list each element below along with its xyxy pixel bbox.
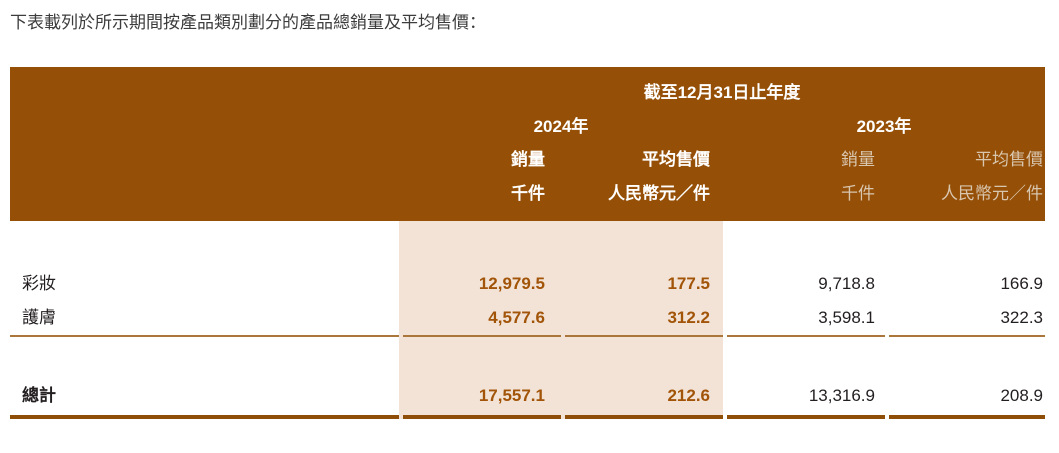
unit-volume-2023: 千件 <box>841 184 875 203</box>
table-body: 彩妝 12,979.5 177.5 9,718.8 166.9 護膚 4,577… <box>10 221 1045 452</box>
rule-segment <box>10 335 399 337</box>
highlight-band-2024 <box>399 221 723 419</box>
col-header-asp-2023: 平均售價 <box>975 150 1043 169</box>
total-2023-asp: 208.9 <box>1000 386 1043 405</box>
rule-segment <box>403 415 561 419</box>
table-header: 截至12月31日止年度 2024年 2023年 銷量 平均售價 銷量 平均售價 … <box>10 67 1045 221</box>
period-header-row: 截至12月31日止年度 <box>10 67 1045 104</box>
skincare-2023-asp: 322.3 <box>1000 308 1043 327</box>
rule-segment <box>727 335 885 337</box>
rule-segment <box>889 335 1045 337</box>
year-2023-header: 2023年 <box>856 117 912 136</box>
rule-segment <box>727 415 885 419</box>
divider-rule <box>10 335 1045 337</box>
table-row-skincare: 護膚 4,577.6 312.2 3,598.1 322.3 <box>10 301 1045 335</box>
rule-segment <box>10 415 399 419</box>
spacer <box>10 419 1045 452</box>
unit-header-row: 千件 人民幣元／件 千件 人民幣元／件 <box>10 183 1045 205</box>
total-2023-volume: 13,316.9 <box>808 386 875 405</box>
makeup-2024-asp: 177.5 <box>667 274 710 293</box>
makeup-2023-asp: 166.9 <box>1000 274 1043 293</box>
bottom-border-rule <box>10 415 1045 419</box>
skincare-2024-asp: 312.2 <box>667 308 710 327</box>
total-2024-volume: 17,557.1 <box>478 386 545 405</box>
table-row-makeup: 彩妝 12,979.5 177.5 9,718.8 166.9 <box>10 267 1045 301</box>
row-label: 護膚 <box>22 308 56 327</box>
makeup-2023-volume: 9,718.8 <box>818 274 875 293</box>
year-header-row: 2024年 2023年 <box>10 116 1045 138</box>
skincare-2023-volume: 3,598.1 <box>818 308 875 327</box>
empty-header-cell <box>10 183 399 205</box>
unit-asp-2023: 人民幣元／件 <box>941 184 1043 203</box>
unit-asp-2024: 人民幣元／件 <box>608 184 710 203</box>
row-label: 彩妝 <box>22 274 56 293</box>
col-header-volume-2023: 銷量 <box>841 150 875 169</box>
spacer <box>10 337 1045 379</box>
total-row: 總計 17,557.1 212.6 13,316.9 208.9 <box>10 379 1045 413</box>
column-header-row: 銷量 平均售價 銷量 平均售價 <box>10 149 1045 171</box>
skincare-2024-volume: 4,577.6 <box>488 308 545 327</box>
empty-header-cell <box>10 149 399 171</box>
year-2024-header: 2024年 <box>533 117 589 136</box>
rule-segment <box>889 415 1045 419</box>
unit-volume-2024: 千件 <box>511 184 545 203</box>
intro-text: 下表載列於所示期間按產品類別劃分的產品總銷量及平均售價： <box>10 13 486 32</box>
sales-asp-table: 截至12月31日止年度 2024年 2023年 銷量 平均售價 銷量 平均售價 … <box>10 67 1045 452</box>
col-header-asp-2024: 平均售價 <box>642 150 710 169</box>
total-label: 總計 <box>22 386 56 405</box>
rule-segment <box>403 335 561 337</box>
rule-segment <box>565 415 723 419</box>
col-header-volume-2024: 銷量 <box>511 150 545 169</box>
makeup-2024-volume: 12,979.5 <box>478 274 545 293</box>
rule-segment <box>565 335 723 337</box>
spacer <box>10 221 1045 267</box>
period-header: 截至12月31日止年度 <box>643 83 801 102</box>
total-2024-asp: 212.6 <box>667 386 710 405</box>
